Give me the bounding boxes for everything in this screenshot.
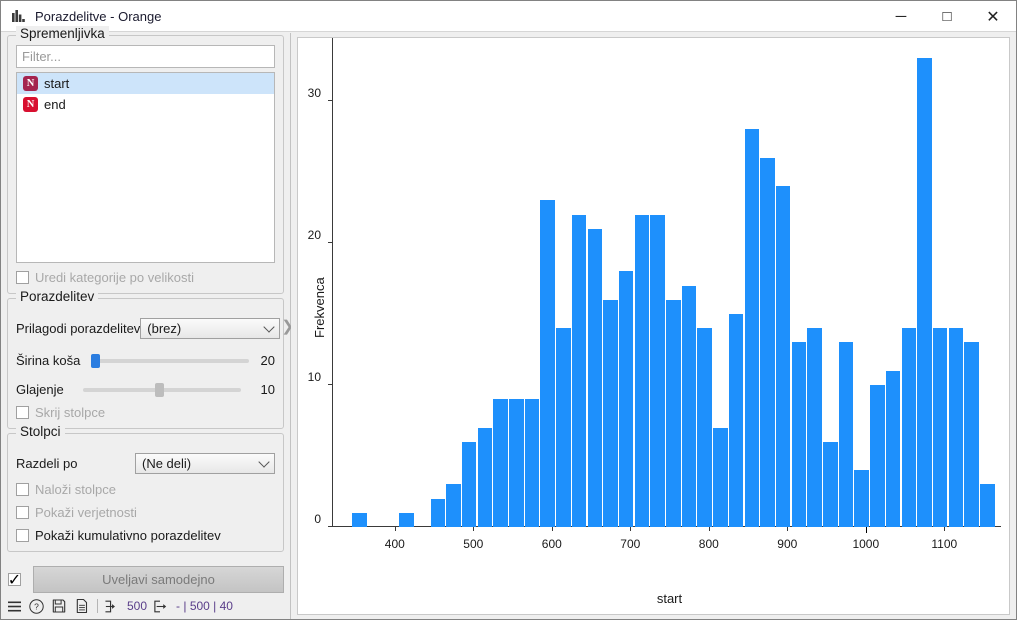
- svg-text:?: ?: [34, 601, 39, 611]
